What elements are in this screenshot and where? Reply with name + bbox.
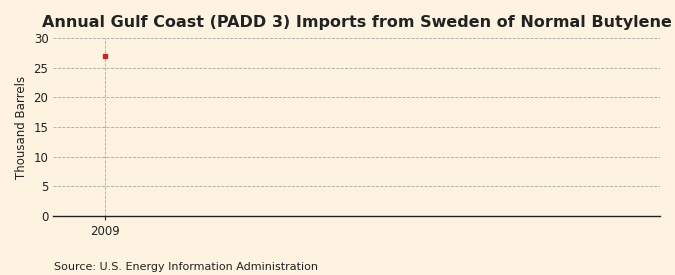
Y-axis label: Thousand Barrels: Thousand Barrels	[15, 75, 28, 178]
Title: Annual Gulf Coast (PADD 3) Imports from Sweden of Normal Butylene: Annual Gulf Coast (PADD 3) Imports from …	[42, 15, 672, 30]
Text: Source: U.S. Energy Information Administration: Source: U.S. Energy Information Administ…	[54, 262, 318, 272]
